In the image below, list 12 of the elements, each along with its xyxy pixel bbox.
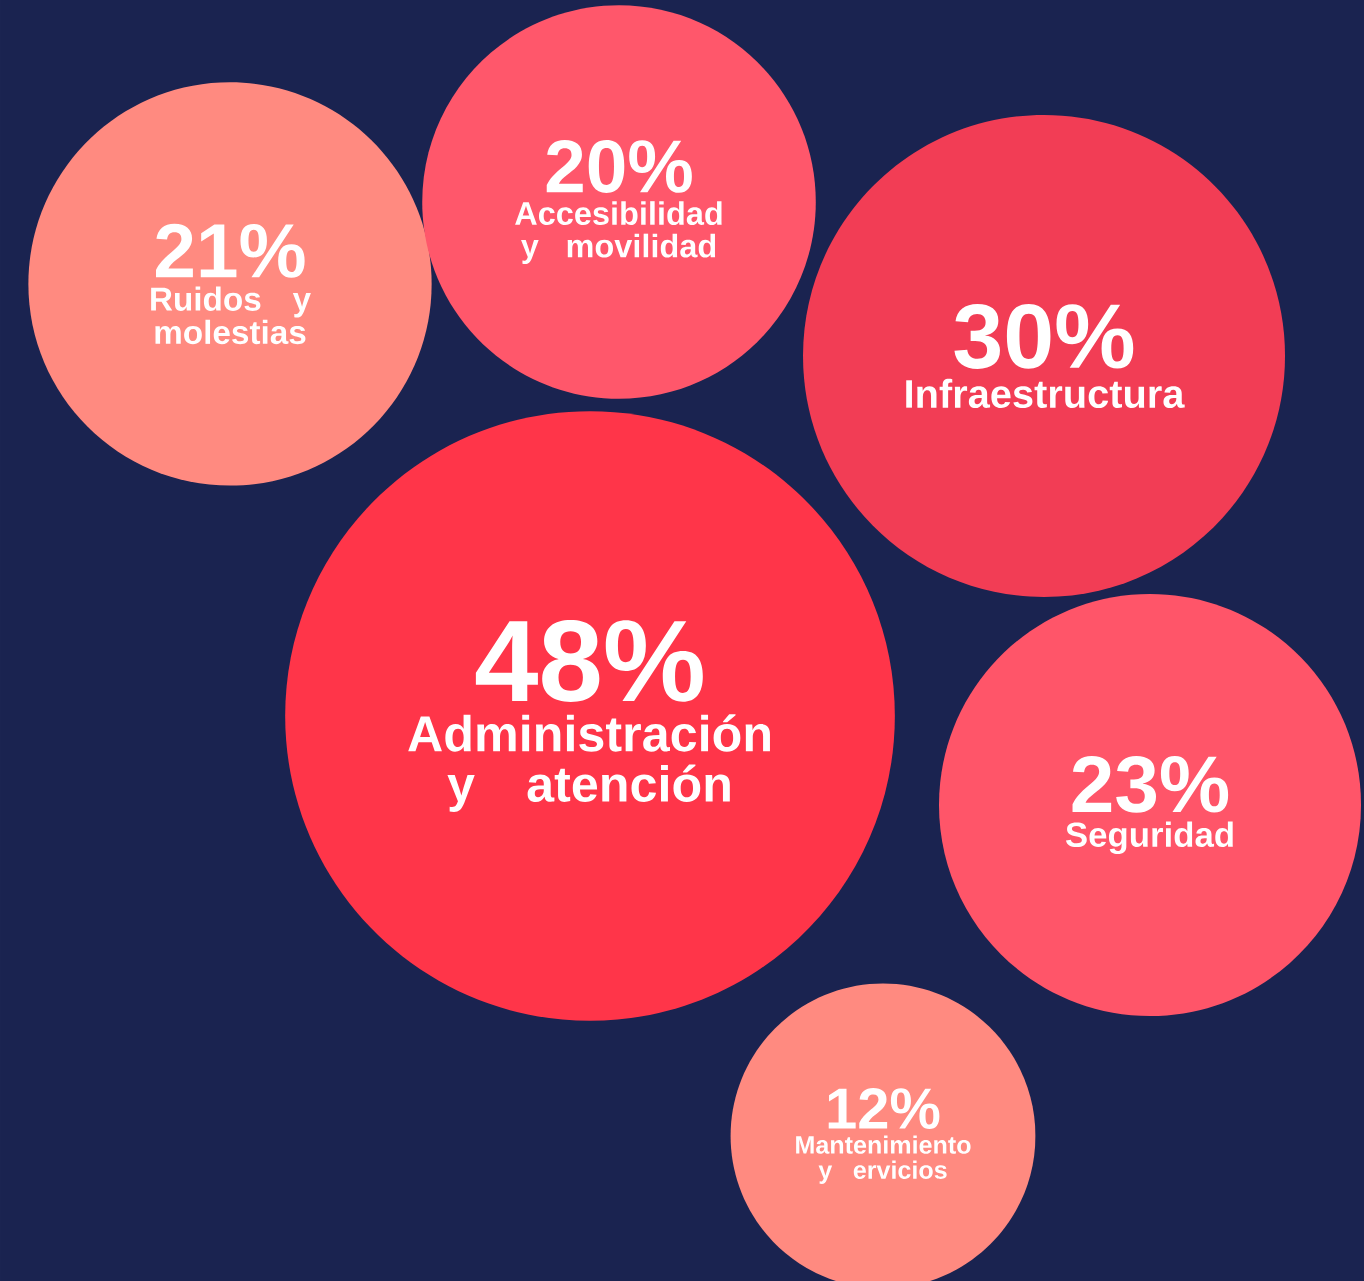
data-label: 12% — [828, 1088, 940, 1129]
category-label: Ruidos y molestias — [151, 286, 311, 345]
data-label: 23% — [1072, 755, 1229, 813]
data-label: 21% — [156, 223, 305, 278]
category-label: Seguridad — [1065, 821, 1233, 855]
data-label: 48% — [475, 620, 703, 703]
category-label: Accesibilidad y movilidad — [515, 201, 722, 264]
data-label: 30% — [954, 303, 1134, 369]
category-label: Infraestructura — [906, 378, 1185, 409]
data-label: 20% — [546, 140, 692, 193]
category-label: Administración y atención — [408, 714, 770, 812]
category-label: Mantenimiento y ervicios — [796, 1135, 971, 1184]
